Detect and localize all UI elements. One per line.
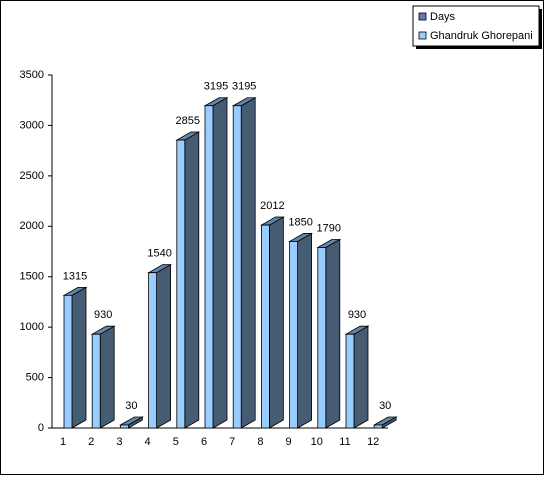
x-tick-label: 1 (60, 436, 66, 448)
value-label: 2012 (260, 200, 284, 212)
y-tick-label: 3500 (20, 69, 44, 81)
bar (259, 216, 285, 429)
x-tick-label: 8 (257, 436, 263, 448)
bar-front (91, 333, 101, 429)
bar (231, 97, 257, 429)
y-tick-label: 0 (38, 422, 44, 434)
bar-side (297, 232, 313, 429)
bar (62, 286, 88, 429)
bar (147, 263, 173, 429)
value-label: 1540 (147, 248, 171, 260)
bar-front (260, 224, 270, 429)
value-label: 930 (94, 309, 112, 321)
value-label: 2855 (176, 115, 200, 127)
legend (412, 5, 540, 47)
x-tick-label: 4 (145, 436, 151, 448)
value-label: 30 (379, 400, 391, 412)
bar (372, 416, 398, 429)
value-label: 1850 (288, 216, 312, 228)
bar (316, 238, 342, 429)
bar-side (353, 325, 369, 429)
bar-side (240, 97, 256, 429)
x-tick-label: 2 (88, 436, 94, 448)
y-tick-label: 2000 (20, 220, 44, 232)
legend-label: Days (430, 11, 456, 23)
bar-front (120, 424, 129, 429)
x-tick-label: 11 (339, 436, 350, 448)
x-tick-label: 10 (311, 436, 323, 448)
bar-side (156, 263, 172, 429)
bar (90, 325, 116, 429)
y-tick-label: 1500 (20, 271, 44, 283)
bar-front (148, 272, 158, 429)
legend-swatch (418, 31, 427, 40)
bar (344, 325, 370, 429)
x-tick-label: 3 (116, 436, 122, 448)
legend-swatch (418, 12, 427, 21)
x-tick-label: 7 (229, 436, 235, 448)
y-tick-label: 3000 (20, 119, 44, 131)
bar-side (99, 325, 115, 429)
value-label: 30 (125, 400, 137, 412)
bar (175, 131, 201, 429)
y-tick-label: 2500 (20, 170, 44, 182)
bar (118, 416, 144, 429)
x-tick-label: 6 (201, 436, 207, 448)
bar-front (232, 105, 242, 429)
bar (288, 232, 314, 429)
x-tick-label: 9 (286, 436, 292, 448)
y-tick-label: 500 (26, 371, 44, 383)
x-tick-label: 12 (367, 436, 379, 448)
bar-front (317, 247, 327, 429)
value-label: 1790 (317, 222, 341, 234)
value-label: 3195 (204, 81, 228, 93)
bar-side (71, 286, 87, 429)
bar-front (63, 294, 73, 429)
bar-side (268, 216, 284, 429)
bar-front (373, 424, 383, 429)
bar-front (204, 105, 214, 429)
value-label: 930 (348, 309, 366, 321)
value-label: 3195 (232, 81, 256, 93)
bar-side (184, 131, 200, 429)
bar-front (176, 139, 186, 429)
bar (203, 97, 229, 429)
bar-side (325, 238, 341, 429)
bar-front (289, 241, 299, 429)
bar-side (212, 97, 228, 429)
x-tick-label: 5 (173, 436, 179, 448)
bar-front (345, 333, 355, 429)
y-tick-label: 1000 (20, 321, 44, 333)
legend-label: Ghandruk Ghorepani (430, 30, 533, 42)
value-label: 1315 (63, 270, 87, 282)
